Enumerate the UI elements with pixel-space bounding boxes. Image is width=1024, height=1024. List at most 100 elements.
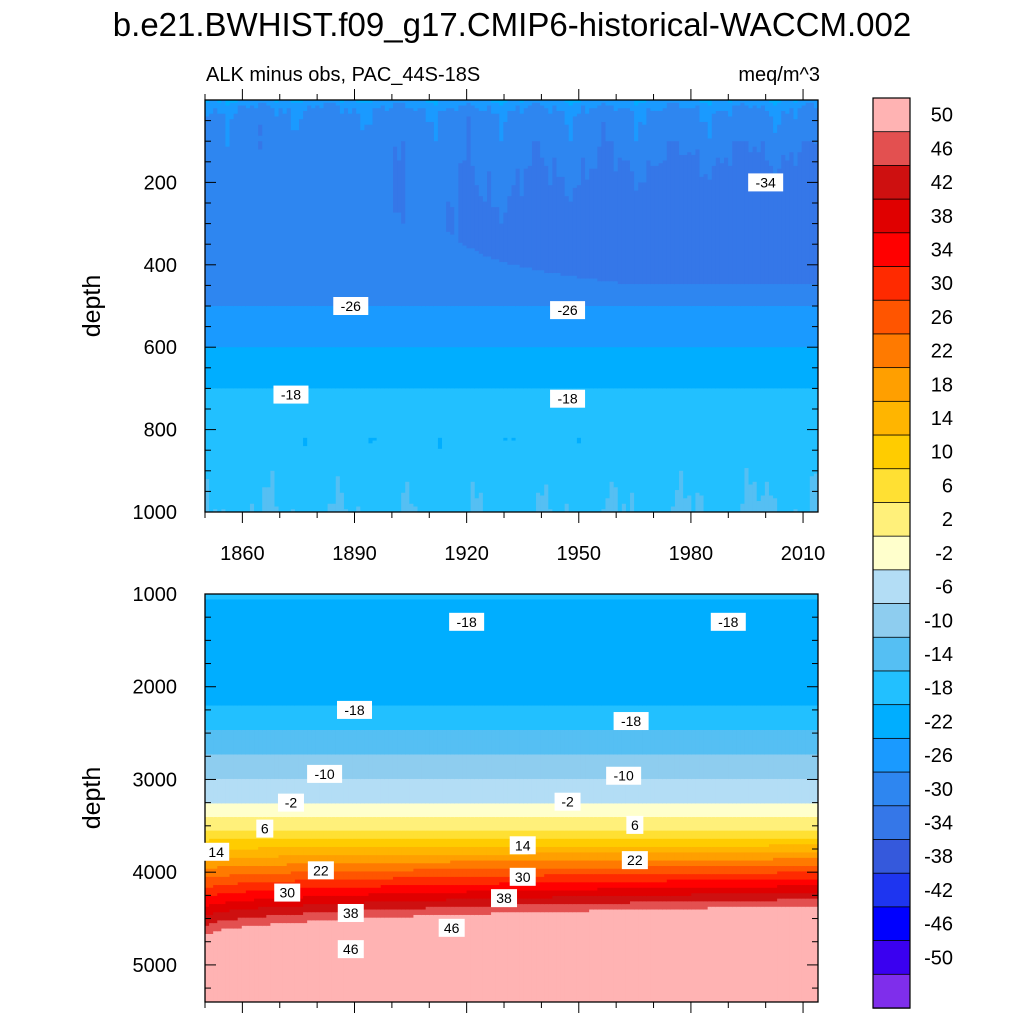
contour-band xyxy=(446,108,451,203)
contour-band xyxy=(225,928,231,1002)
contour-band xyxy=(642,388,647,512)
contour-band xyxy=(450,906,455,916)
contour-band xyxy=(715,730,721,756)
contour-band xyxy=(585,852,590,862)
contour-band xyxy=(703,306,709,348)
contour-band xyxy=(486,830,492,840)
contour-band xyxy=(241,778,247,805)
contour-band xyxy=(654,599,660,707)
contour-band xyxy=(258,599,263,707)
contour-band xyxy=(274,857,280,867)
contour-band xyxy=(732,730,737,756)
contour-band xyxy=(679,887,684,897)
contour-band xyxy=(245,917,251,927)
contour-band xyxy=(343,388,349,510)
contour-band xyxy=(560,730,566,756)
contour-band xyxy=(413,876,419,886)
contour-band xyxy=(425,121,431,307)
contour-band xyxy=(274,906,280,916)
contour-band xyxy=(805,844,811,853)
contour-band xyxy=(515,306,521,348)
contour-band xyxy=(241,730,247,756)
contour-band xyxy=(544,594,549,601)
contour-band xyxy=(221,347,227,389)
contour-band xyxy=(503,803,509,818)
contour-band xyxy=(683,817,688,832)
contour-band xyxy=(572,705,578,731)
contour-band xyxy=(413,599,419,707)
contour-band xyxy=(666,860,672,867)
contour-label-text: 30 xyxy=(515,869,531,885)
contour-band xyxy=(572,874,578,883)
contour-band xyxy=(646,306,652,348)
contour-band xyxy=(613,388,619,488)
contour-band xyxy=(777,594,782,601)
contour-band xyxy=(491,754,496,780)
contour-band xyxy=(372,803,378,818)
contour-band xyxy=(225,817,231,832)
contour-band xyxy=(642,124,647,183)
contour-band xyxy=(658,705,664,731)
contour-band xyxy=(442,347,447,389)
contour-band xyxy=(552,730,558,756)
contour-band xyxy=(327,599,333,707)
contour-band xyxy=(687,152,692,285)
contour-band xyxy=(728,594,733,601)
contour-label-bg xyxy=(509,836,536,855)
contour-band xyxy=(576,912,582,1002)
contour-band xyxy=(540,803,545,818)
contour-band xyxy=(540,347,545,389)
contour-band xyxy=(703,100,709,104)
contour-band xyxy=(711,846,717,853)
contour-band xyxy=(813,143,818,285)
contour-band xyxy=(270,599,276,707)
contour-band xyxy=(732,778,737,805)
contour-band xyxy=(282,866,288,875)
contour-band xyxy=(372,830,378,840)
contour-band xyxy=(674,860,680,867)
contour-band xyxy=(217,830,222,840)
colorbar-swatch xyxy=(872,434,911,470)
contour-band xyxy=(601,904,607,911)
contour-band xyxy=(638,866,643,875)
contour-band xyxy=(695,879,701,889)
contour-band xyxy=(760,846,766,853)
contour-band xyxy=(356,778,361,805)
contour-band xyxy=(384,846,390,856)
contour-band xyxy=(785,893,790,900)
contour-band xyxy=(580,594,586,601)
contour-band xyxy=(401,492,406,512)
contour-band xyxy=(262,705,267,731)
contour-band xyxy=(687,879,692,889)
contour-band xyxy=(478,838,484,848)
contour-band xyxy=(568,705,574,731)
contour-band xyxy=(760,594,766,601)
contour-band xyxy=(617,157,623,285)
contour-label-text: -18 xyxy=(621,713,641,729)
contour-band xyxy=(568,105,574,142)
contour-band xyxy=(401,855,406,864)
contour-band xyxy=(245,108,251,307)
contour-band xyxy=(662,347,668,389)
contour-band xyxy=(679,154,684,285)
contour-band xyxy=(364,855,370,864)
contour-band xyxy=(290,778,296,805)
contour-band xyxy=(298,754,304,780)
contour-band xyxy=(245,857,251,867)
contour-band xyxy=(552,860,558,870)
contour-band xyxy=(572,912,578,1002)
contour-band xyxy=(454,906,459,916)
contour-band xyxy=(531,882,537,892)
contour-band xyxy=(768,705,774,731)
contour-band xyxy=(613,838,619,848)
contour-band xyxy=(548,846,553,853)
contour-band xyxy=(503,855,509,862)
contour-band xyxy=(536,306,541,348)
contour-band xyxy=(580,846,586,853)
contour-band xyxy=(576,895,582,905)
contour-band xyxy=(495,830,500,840)
contour-band xyxy=(417,868,423,878)
contour-band xyxy=(768,284,774,307)
contour-band xyxy=(515,168,521,266)
contour-band xyxy=(556,890,562,897)
